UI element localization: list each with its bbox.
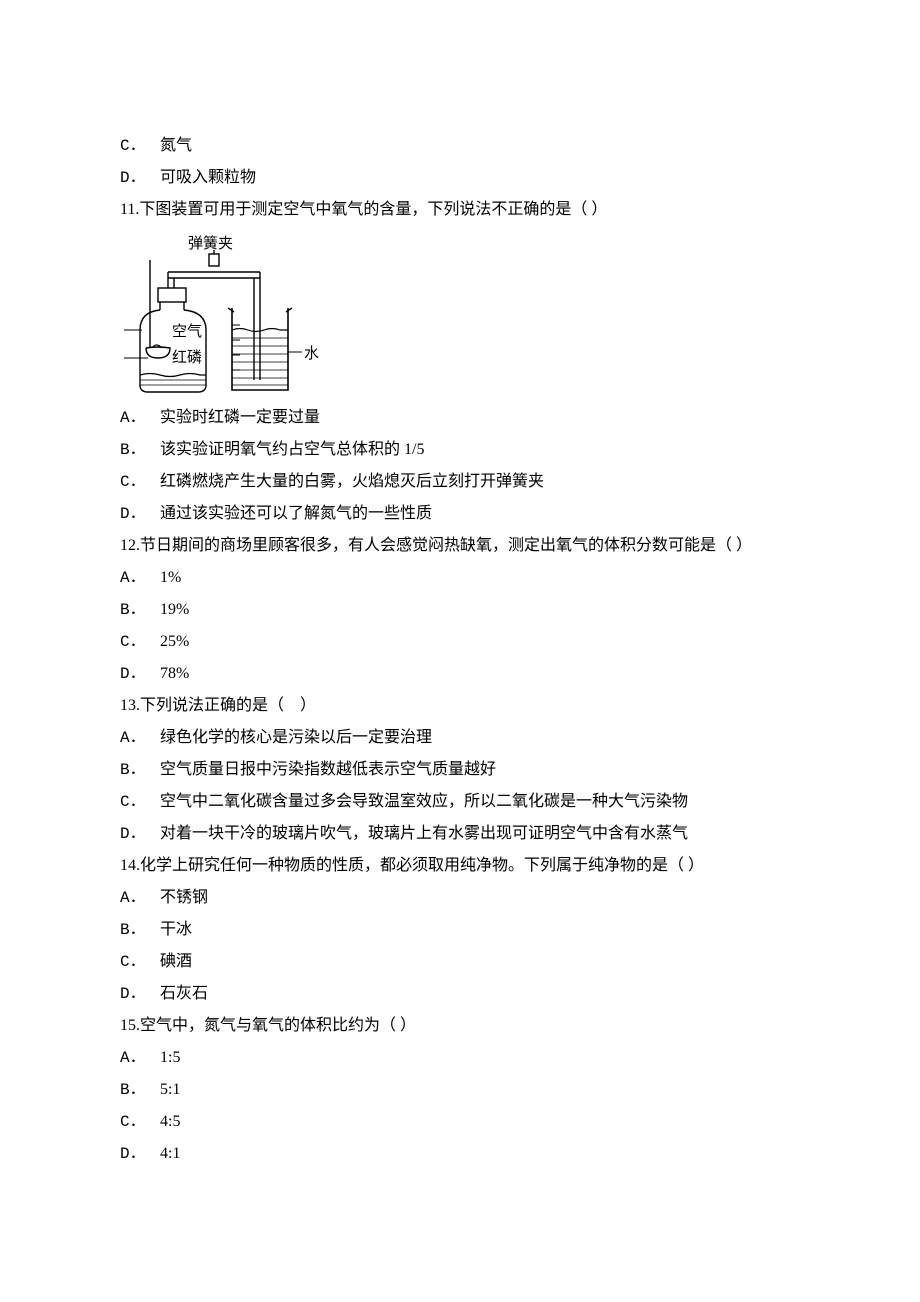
spoon-cup [146,347,170,358]
option-text: 碘酒 [160,953,192,970]
q11-opt-a: A．实验时红磷一定要过量 [120,402,800,434]
q15-opt-c: C．4:5 [120,1106,800,1138]
label-spring-clip: 弹簧夹 [188,235,233,252]
option-label: A． [120,562,160,594]
label-water: 水 [304,345,319,362]
option-text: 19% [160,601,189,618]
option-text: 78% [160,665,189,682]
q11-opt-d: D．通过该实验还可以了解氮气的一些性质 [120,498,800,530]
opt-c-q10: C．氮气 [120,130,800,162]
label-air: 空气 [172,323,202,340]
option-text: 25% [160,633,189,650]
option-label: C． [120,1106,160,1138]
question-text: 13.下列说法正确的是（ ） [120,697,316,714]
option-label: A． [120,402,160,434]
option-label: C． [120,946,160,978]
q15-opt-d: D．4:1 [120,1138,800,1170]
option-text: 氮气 [160,137,192,154]
opt-d-q10: D．可吸入颗粒物 [120,162,800,194]
q13-opt-a: A．绿色化学的核心是污染以后一定要治理 [120,722,800,754]
q11-stem: 11.下图装置可用于测定空气中氧气的含量，下列说法不正确的是（ ） [120,194,800,226]
q12-opt-b: B．19% [120,594,800,626]
option-label: D． [120,162,160,194]
question-text: 12.节日期间的商场里顾客很多，有人会感觉闷热缺氧，测定出氧气的体积分数可能是（… [120,537,752,554]
option-text: 空气质量日报中污染指数越低表示空气质量越好 [160,761,496,778]
option-text: 1% [160,569,181,586]
q12-opt-a: A．1% [120,562,800,594]
q12-opt-d: D．78% [120,658,800,690]
q15-opt-a: A．1:5 [120,1042,800,1074]
option-label: B． [120,754,160,786]
option-label: A． [120,882,160,914]
option-text: 不锈钢 [160,889,208,906]
label-red-phosphorus: 红磷 [172,349,202,366]
question-text: 11.下图装置可用于测定空气中氧气的含量，下列说法不正确的是（ ） [120,201,607,218]
q13-opt-b: B．空气质量日报中污染指数越低表示空气质量越好 [120,754,800,786]
option-label: C． [120,786,160,818]
option-label: D． [120,498,160,530]
option-label: C． [120,626,160,658]
q13-opt-d: D．对着一块干冷的玻璃片吹气，玻璃片上有水雾出现可证明空气中含有水蒸气 [120,818,800,850]
option-label: D． [120,818,160,850]
q13-stem: 13.下列说法正确的是（ ） [120,690,800,722]
q14-stem: 14.化学上研究任何一种物质的性质，都必须取用纯净物。下列属于纯净物的是（ ） [120,850,800,882]
after-figure-lines: A．实验时红磷一定要过量B．该实验证明氧气约占空气总体积的 1/5C．红磷燃烧产… [120,402,800,1170]
option-text: 可吸入颗粒物 [160,169,256,186]
option-text: 红磷燃烧产生大量的白雾，火焰熄灭后立刻打开弹簧夹 [160,473,544,490]
option-label: B． [120,1074,160,1106]
option-label: C． [120,130,160,162]
option-text: 石灰石 [160,985,208,1002]
option-label: D． [120,1138,160,1170]
option-text: 实验时红磷一定要过量 [160,409,320,426]
option-text: 4:1 [160,1145,180,1162]
option-text: 5:1 [160,1081,180,1098]
option-label: B． [120,594,160,626]
stopper-icon [158,288,186,302]
option-label: D． [120,658,160,690]
q14-opt-c: C．碘酒 [120,946,800,978]
option-text: 该实验证明氧气约占空气总体积的 1/5 [160,441,424,458]
option-label: B． [120,434,160,466]
option-label: A． [120,1042,160,1074]
q15-stem: 15.空气中，氮气与氧气的体积比约为（ ） [120,1010,800,1042]
clip-icon [209,254,219,266]
option-text: 干冰 [160,921,192,938]
option-text: 1:5 [160,1049,180,1066]
q11-opt-b: B．该实验证明氧气约占空气总体积的 1/5 [120,434,800,466]
option-text: 空气中二氧化碳含量过多会导致温室效应，所以二氧化碳是一种大气污染物 [160,793,688,810]
apparatus-diagram: 弹簧夹 [120,230,800,398]
question-text: 15.空气中，氮气与氧气的体积比约为（ ） [120,1017,416,1034]
q14-opt-d: D．石灰石 [120,978,800,1010]
q13-opt-c: C．空气中二氧化碳含量过多会导致温室效应，所以二氧化碳是一种大气污染物 [120,786,800,818]
q12-stem: 12.节日期间的商场里顾客很多，有人会感觉闷热缺氧，测定出氧气的体积分数可能是（… [120,530,800,562]
option-text: 对着一块干冷的玻璃片吹气，玻璃片上有水雾出现可证明空气中含有水蒸气 [160,825,688,842]
option-text: 4:5 [160,1113,180,1130]
q11-opt-c: C．红磷燃烧产生大量的白雾，火焰熄灭后立刻打开弹簧夹 [120,466,800,498]
option-label: D． [120,978,160,1010]
document-page: C．氮气 D．可吸入颗粒物 11.下图装置可用于测定空气中氧气的含量，下列说法不… [0,0,920,1302]
option-text: 通过该实验还可以了解氮气的一些性质 [160,505,432,522]
q12-opt-c: C．25% [120,626,800,658]
option-text: 绿色化学的核心是污染以后一定要治理 [160,729,432,746]
question-text: 14.化学上研究任何一种物质的性质，都必须取用纯净物。下列属于纯净物的是（ ） [120,857,704,874]
q14-opt-a: A．不锈钢 [120,882,800,914]
q14-opt-b: B．干冰 [120,914,800,946]
option-label: A． [120,722,160,754]
option-label: C． [120,466,160,498]
q15-opt-b: B．5:1 [120,1074,800,1106]
option-label: B． [120,914,160,946]
